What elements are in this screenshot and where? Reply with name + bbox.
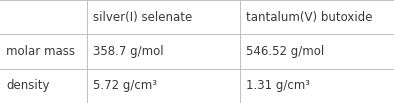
- Text: molar mass: molar mass: [6, 45, 75, 58]
- Text: 546.52 g/mol: 546.52 g/mol: [246, 45, 325, 58]
- Text: 358.7 g/mol: 358.7 g/mol: [93, 45, 163, 58]
- Text: tantalum(V) butoxide: tantalum(V) butoxide: [246, 11, 373, 24]
- Text: density: density: [6, 79, 49, 92]
- Text: silver(I) selenate: silver(I) selenate: [93, 11, 192, 24]
- Text: 1.31 g/cm³: 1.31 g/cm³: [246, 79, 310, 92]
- Text: 5.72 g/cm³: 5.72 g/cm³: [93, 79, 156, 92]
